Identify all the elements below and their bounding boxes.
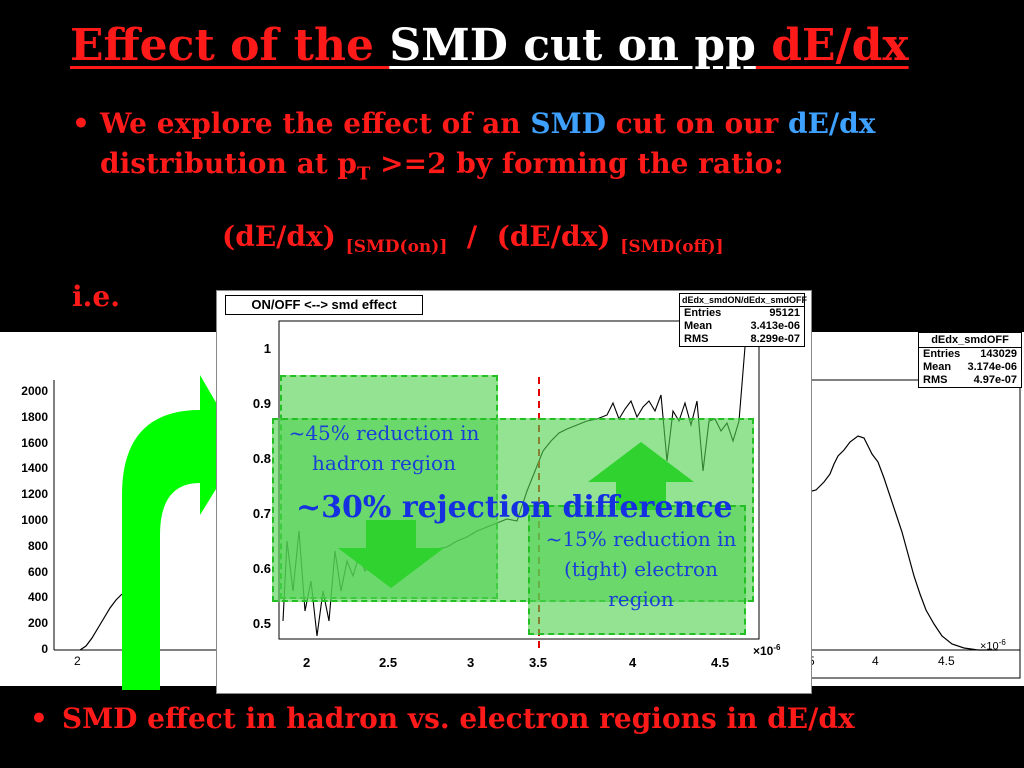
ratio-formula: (dE/dx) [SMD(on)] / (dE/dx) [SMD(off)]: [222, 220, 724, 257]
right-x-exp-pow: -6: [998, 638, 1006, 647]
title-part-2: SMD cut on pp: [389, 20, 756, 71]
left-ytick: 200: [27, 616, 48, 631]
bullet-text-3: cut on our: [605, 107, 789, 140]
ratio-ytick: 0.6: [252, 561, 271, 576]
title-part-3: dE/dx: [755, 20, 909, 71]
right-stat-label: Mean: [923, 361, 952, 373]
ratio-x-exp-pow: -6: [773, 643, 781, 652]
ratio-stat-value: 8.299e-07: [750, 333, 800, 345]
bullet-text: We explore the effect of an SMD cut on o…: [100, 104, 972, 195]
right-x-exponent: ×10-6: [980, 638, 1006, 653]
up-arrow-icon: [588, 442, 694, 510]
left-ytick: 2000: [21, 384, 48, 398]
ratio-num: (dE/dx): [222, 220, 346, 253]
right-stat-value: 4.97e-07: [973, 374, 1017, 386]
right-stats-box: dEdx_smdOFF Entries 143029 Mean 3.174e-06 …: [918, 332, 1022, 388]
ie-label: i.e.: [72, 280, 120, 313]
right-xtick-2: 4: [872, 654, 879, 668]
slide-title: Effect of the SMD cut on pp dE/dx: [70, 20, 909, 71]
bottom-bullet-dot: •: [30, 702, 48, 735]
ratio-stats-title: dEdx_smdON/dEdx_smdOFF: [680, 295, 808, 307]
intro-bullet: • We explore the effect of an SMD cut on…: [72, 104, 972, 195]
ratio-ytick: 1: [263, 341, 271, 356]
down-arrow: [338, 520, 444, 588]
ratio-stat-value: 3.413e-06: [750, 320, 800, 332]
left-histogram-panel: 2000 1800 1600 1400 1200 1000 800 600 400 200 0 2 …: [0, 332, 220, 686]
down-arrow-icon: [338, 520, 444, 588]
hadron-annotation: ~45% reduction in hadron region: [288, 421, 480, 475]
ratio-xtick: 3: [467, 655, 475, 670]
bottom-bullet: • SMD effect in hadron vs. electron regio…: [30, 702, 855, 735]
left-ytick: 800: [27, 538, 48, 553]
ratio-den-sub: [SMD(off)]: [620, 237, 724, 257]
ratio-sep: /: [447, 220, 497, 253]
right-stat-value: 3.174e-06: [967, 361, 1017, 373]
right-histogram-curve: [808, 435, 998, 651]
right-stat-label: Entries: [923, 348, 961, 360]
ratio-ytick: 0.5: [252, 616, 271, 631]
ratio-x-exp-base: ×10: [753, 644, 774, 658]
rejection-difference-label: ~30% rejection difference: [296, 490, 733, 525]
right-histogram-panel: 5 4 4.5 ×10-6 dEdx_smdOFF Entries143029 …: [808, 332, 1024, 686]
ratio-ytick: 0.9: [252, 396, 271, 411]
bullet-text-6: >=2 by forming the ratio:: [370, 147, 784, 180]
ratio-xtick: 4: [629, 655, 637, 670]
left-ytick: 1200: [21, 487, 48, 502]
ratio-stat-label: RMS: [684, 333, 709, 345]
title-part-1: Effect of the: [70, 20, 390, 71]
ratio-stat-value: 95121: [769, 307, 800, 319]
bullet-dedx: dE/dx: [788, 107, 876, 140]
bullet-text-5: distribution at p: [100, 147, 357, 180]
ratio-stat-label: Mean: [684, 320, 713, 332]
ratio-plot-title: ON/OFF <--> smd effect: [225, 295, 423, 315]
ratio-stat-label: Entries: [684, 307, 722, 319]
right-histogram-svg: [808, 379, 1021, 679]
bottom-bullet-text: SMD effect in hadron vs. electron region…: [61, 702, 855, 735]
ratio-xtick: 3.5: [529, 655, 548, 670]
ratio-den: (dE/dx): [496, 220, 621, 253]
arrow-icon: [122, 375, 242, 690]
bullet-smd: SMD: [530, 107, 606, 140]
electron-region-highlight: [528, 505, 746, 635]
bullet-pt-sub: T: [357, 163, 371, 185]
ratio-stats-box: dEdx_smdON/dEdx_smdOFF Entries 95121 Mean…: [679, 293, 808, 347]
ratio-xtick: 4.5: [711, 655, 730, 670]
green-curved-arrow: [122, 375, 242, 690]
bullet-dot: •: [72, 107, 90, 140]
electron-annotation: ~15% reduction in (tight) electron regio…: [545, 527, 737, 611]
ratio-x-exponent: ×10-6: [753, 643, 780, 658]
right-xtick-3: 4.5: [938, 654, 955, 668]
up-arrow: [588, 442, 694, 510]
bullet-text-1: We explore the effect of an: [100, 107, 531, 140]
left-xtick-1: 2: [74, 654, 81, 668]
ratio-xtick: 2.5: [379, 655, 398, 670]
left-ytick: 0: [41, 642, 48, 656]
left-ytick: 1600: [21, 435, 48, 450]
left-ytick: 1800: [21, 409, 48, 424]
right-stats-title: dEdx_smdOFF: [919, 333, 1021, 348]
ratio-ytick: 0.8: [252, 451, 271, 466]
right-stat-value: 143029: [980, 348, 1017, 360]
left-ytick: 600: [27, 564, 48, 579]
left-ytick: 400: [27, 590, 48, 605]
left-ytick: 1400: [21, 461, 48, 476]
ratio-num-sub: [SMD(on)]: [345, 237, 448, 257]
ratio-ytick: 0.7: [252, 506, 271, 521]
right-stat-label: RMS: [923, 374, 948, 386]
left-histogram-curve: [79, 593, 123, 651]
left-ytick: 1000: [21, 513, 48, 527]
ratio-xtick: 2: [303, 655, 311, 670]
right-x-exp-base: ×10: [980, 640, 999, 653]
